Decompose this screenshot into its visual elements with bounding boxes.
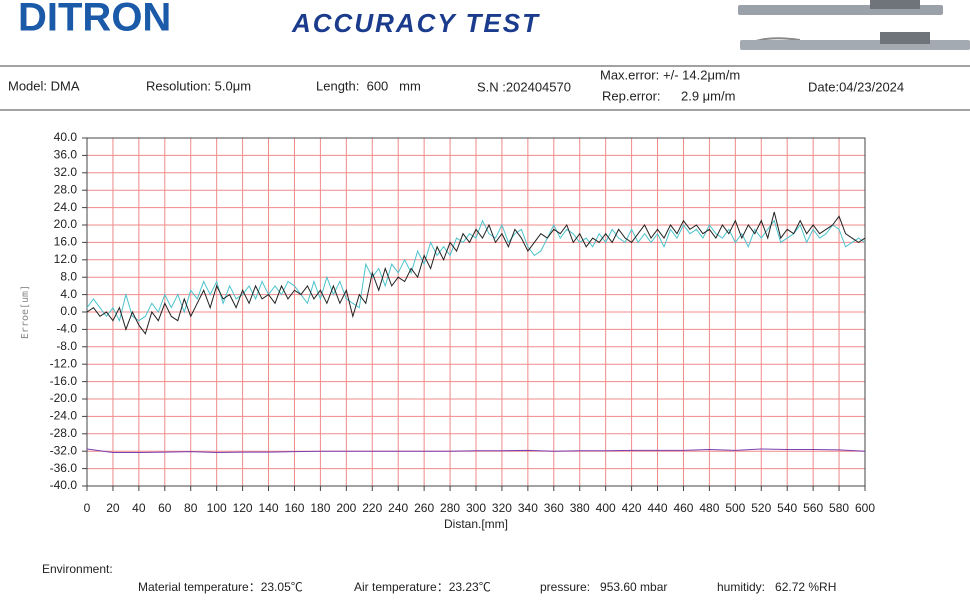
y-tick-label: -8.0 xyxy=(56,339,77,353)
x-tick-label: 60 xyxy=(158,501,172,515)
x-tick-label: 600 xyxy=(855,501,875,515)
humidity: humitidy: 62.72 %RH xyxy=(717,580,836,594)
x-tick-label: 480 xyxy=(699,501,719,515)
y-tick-label: -12.0 xyxy=(50,356,78,370)
x-tick-label: 520 xyxy=(751,501,771,515)
rep-error-value: 2.9 μm/m xyxy=(681,88,735,103)
x-tick-label: 300 xyxy=(466,501,486,515)
x-tick-label: 340 xyxy=(518,501,538,515)
max-error-value: +/- 14.2μm/m xyxy=(663,67,740,82)
x-tick-label: 220 xyxy=(362,501,382,515)
y-tick-label: 4.0 xyxy=(60,287,77,301)
x-tick-label: 400 xyxy=(596,501,616,515)
report-title: ACCURACY TEST xyxy=(291,8,540,38)
y-tick-label: -40.0 xyxy=(50,478,78,492)
logo: DITRON xyxy=(18,0,171,40)
x-tick-label: 280 xyxy=(440,501,460,515)
x-tick-label: 100 xyxy=(207,501,227,515)
serial: S.N :202404570 xyxy=(477,79,571,94)
y-tick-label: -4.0 xyxy=(56,322,77,336)
x-tick-label: 140 xyxy=(259,501,279,515)
material-temperature: Material temperature：23.05℃ xyxy=(138,580,303,594)
length: Length: 600 mm xyxy=(316,78,421,93)
x-tick-label: 160 xyxy=(284,501,304,515)
y-tick-label: 0.0 xyxy=(60,304,77,318)
y-axis-label: Erroe[um] xyxy=(20,285,31,339)
x-tick-label: 260 xyxy=(414,501,434,515)
rep-error-label: Rep.error: xyxy=(602,88,661,103)
series-line xyxy=(86,448,866,454)
x-axis-label: Distan.[mm] xyxy=(444,517,508,531)
y-tick-label: 36.0 xyxy=(54,148,78,162)
y-tick-label: 16.0 xyxy=(54,235,78,249)
x-tick-label: 120 xyxy=(233,501,253,515)
x-tick-label: 420 xyxy=(622,501,642,515)
x-tick-label: 460 xyxy=(673,501,693,515)
x-tick-label: 40 xyxy=(132,501,146,515)
y-tick-label: 8.0 xyxy=(60,269,77,283)
x-tick-label: 200 xyxy=(336,501,356,515)
y-tick-label: 40.0 xyxy=(54,130,78,144)
x-tick-label: 180 xyxy=(310,501,330,515)
y-tick-label: 32.0 xyxy=(54,165,78,179)
x-tick-label: 380 xyxy=(570,501,590,515)
x-tick-label: 580 xyxy=(829,501,849,515)
y-tick-label: -36.0 xyxy=(50,461,78,475)
series-line xyxy=(86,219,866,323)
x-tick-label: 540 xyxy=(777,501,797,515)
x-tick-label: 500 xyxy=(725,501,745,515)
x-tick-label: 360 xyxy=(544,501,564,515)
x-tick-label: 560 xyxy=(803,501,823,515)
x-tick-label: 440 xyxy=(648,501,668,515)
max-error-label: Max.error: xyxy=(600,67,659,82)
product-image xyxy=(738,0,970,50)
y-tick-label: -32.0 xyxy=(50,443,78,457)
y-tick-label: -16.0 xyxy=(50,374,78,388)
air-temperature: Air temperature：23.23℃ xyxy=(354,580,491,594)
x-tick-label: 80 xyxy=(184,501,198,515)
pressure: pressure: 953.60 mbar xyxy=(540,580,667,594)
x-tick-label: 20 xyxy=(106,501,120,515)
x-tick-label: 0 xyxy=(84,501,91,515)
y-tick-label: 24.0 xyxy=(54,200,78,214)
resolution: Resolution: 5.0μm xyxy=(146,78,251,93)
y-tick-label: 12.0 xyxy=(54,252,78,266)
model: Model: DMA xyxy=(8,78,80,93)
y-tick-label: -24.0 xyxy=(50,409,78,423)
date: Date:04/23/2024 xyxy=(808,79,904,94)
y-tick-label: 28.0 xyxy=(54,182,78,196)
x-tick-label: 240 xyxy=(388,501,408,515)
series-line xyxy=(86,211,866,335)
y-tick-label: -20.0 xyxy=(50,391,78,405)
y-tick-label: -28.0 xyxy=(50,426,78,440)
x-tick-label: 320 xyxy=(492,501,512,515)
environment-label: Environment: xyxy=(42,562,113,576)
y-tick-label: 20.0 xyxy=(54,217,78,231)
